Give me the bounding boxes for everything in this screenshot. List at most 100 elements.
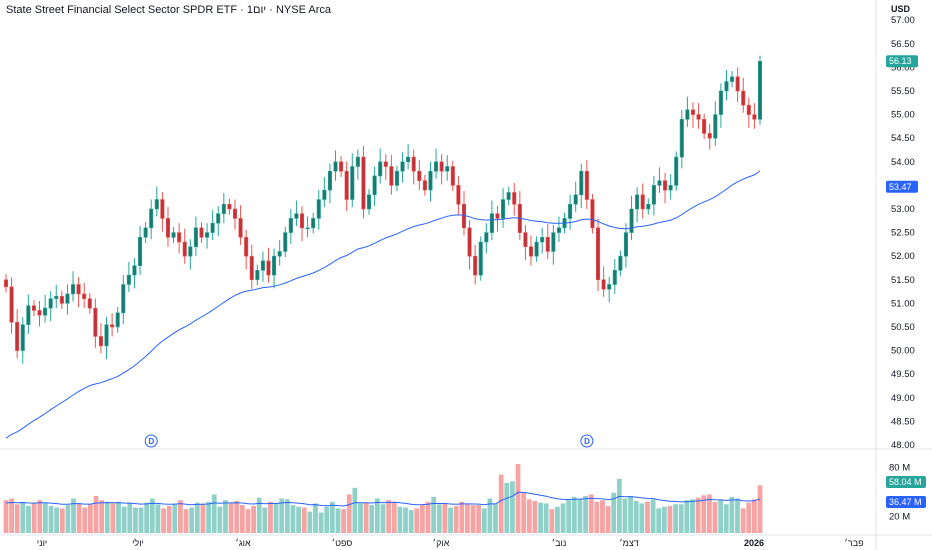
volume-bar [138,507,144,533]
volume-bar [560,503,566,533]
candle-body [288,218,293,233]
price-tags: 56.13 53.47 58.04 M 36.47 M [886,55,926,508]
candle-body [238,218,243,238]
volume-bar [14,504,20,533]
volume-bar [633,500,639,533]
candle-body [730,76,735,82]
volume-bar [178,500,183,533]
volume-bar [600,500,605,533]
volume-bar [329,501,335,533]
volume-bar [307,511,313,533]
volume-tick-label: 80 M [889,462,910,473]
candle-body [685,109,690,120]
volume-bar [324,506,330,533]
volume-bar [262,507,268,533]
volume-bar [504,482,510,533]
candle-body [367,194,372,210]
candle-body [76,284,81,295]
candle-body [87,298,92,309]
candle-body [679,118,684,158]
volume-bar [712,501,718,533]
volume-bar [701,495,707,533]
volume-bar [363,502,369,533]
volume-bar [48,505,54,533]
candle-body [20,324,25,351]
candle-body [545,237,550,252]
candle-body [551,232,556,252]
candle-body [406,156,411,163]
volume-bar [31,503,37,533]
volume-bar [93,496,99,533]
volume-bar [678,504,684,533]
volume-bar [515,464,521,533]
volume-bar [493,503,498,533]
volume-bar [470,505,476,533]
candle-body [132,265,137,276]
last-volume-tag: 58.04 M [889,477,922,487]
last-volume-tag-bg [886,476,926,488]
volume-tick-label: 20 M [889,512,910,523]
candle-body [383,161,388,167]
volume-bar [442,503,448,533]
candle-body [735,76,740,92]
candle-body [372,175,377,196]
candle-body [311,218,316,229]
candle-body [495,213,500,219]
candle-body [389,166,394,186]
time-tick-label: אוג׳ [235,538,251,548]
volume-bar [42,502,48,533]
candle-body [249,255,254,281]
volume-bar [532,500,538,533]
volume-bar [335,508,341,533]
time-tick-label: 2026 [744,538,764,548]
volume-bar [82,507,88,533]
candle-body [467,227,472,257]
dividend-marker [144,434,158,448]
volume-bar [217,506,223,533]
volume-ma-tag: 36.47 M [889,497,922,507]
volume-bar [59,508,65,533]
volume-bar [346,494,352,533]
candle-body [160,199,165,219]
volume-bar [740,508,746,533]
volume-bar [104,501,110,533]
candle-body [573,194,578,205]
candle-body [540,237,545,243]
candle-body [37,310,42,316]
candle-body [344,170,349,200]
volume-bar [594,501,600,533]
volume-bar [403,507,408,533]
candle-body [484,232,489,243]
ma-value-tag-bg [886,180,918,193]
candle-body [445,166,450,172]
candle-body [473,255,478,276]
candle-body [590,199,595,229]
volume-bar [121,506,127,533]
moving-average-line [5,170,761,439]
candle-body [322,189,327,200]
candle-body [400,161,405,172]
candle-body [456,185,461,205]
candle-body [121,284,126,314]
candle-body [48,298,53,309]
volume-bar [549,509,555,533]
volume-bar [76,503,82,533]
candle-body [227,203,232,210]
volume-bar [453,505,459,533]
volume-bar [200,503,206,533]
volume-bar [706,494,712,533]
volume-bar [487,498,493,533]
volume-bar [318,512,324,533]
volume-bar [110,503,116,533]
price-tick-label: 56.00 [891,62,915,73]
price-tick-label: 52.00 [891,251,915,262]
candlestick-series [3,55,763,364]
candle-body [305,227,310,230]
time-tick-label: דצמ׳ [619,538,639,548]
volume-bar [183,509,189,533]
volume-bar [391,501,397,533]
volume-bar [667,505,673,533]
volume-bar [746,502,752,533]
candle-body [3,279,9,288]
